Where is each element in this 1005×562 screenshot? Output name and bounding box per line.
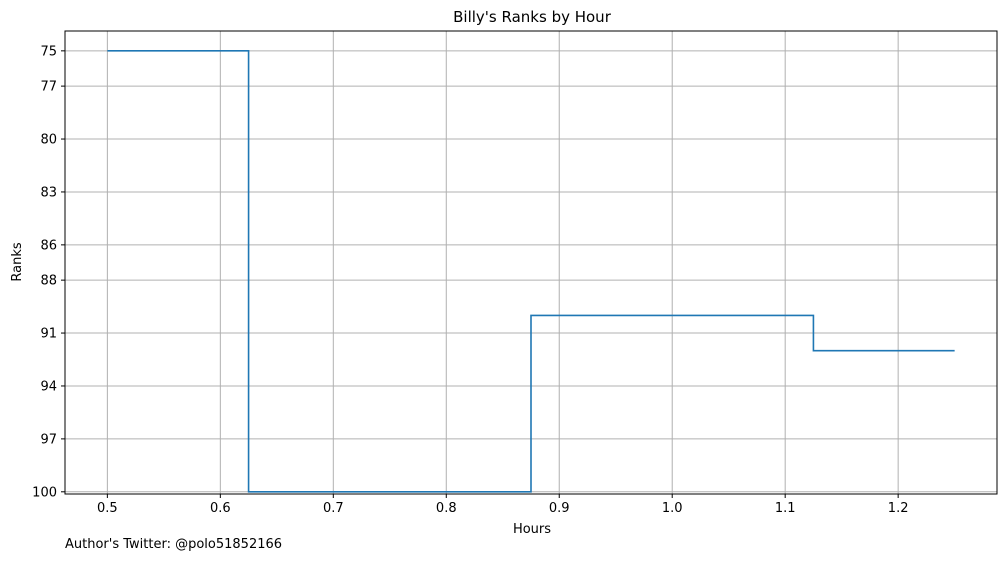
y-tick-label: 100: [32, 485, 57, 500]
series: [107, 50, 955, 493]
author-credit: Author's Twitter: @polo51852166: [65, 537, 283, 552]
y-tick-label: 77: [40, 80, 57, 95]
series-line-ranks: [107, 50, 955, 493]
y-tick-label: 97: [40, 432, 57, 447]
x-tick-label: 0.5: [97, 501, 118, 516]
y-ticks: 75 77 80 83 86 88 91 94 97 100: [32, 44, 65, 500]
x-tick-label: 1.2: [888, 501, 909, 516]
x-tick-label: 0.8: [436, 501, 457, 516]
y-tick-label: 94: [40, 379, 57, 394]
axes: [64, 30, 998, 495]
chart-title: Billy's Ranks by Hour: [453, 8, 612, 26]
y-tick-label: 91: [40, 327, 57, 342]
x-tick-label: 0.7: [323, 501, 344, 516]
y-tick-label: 83: [40, 185, 57, 200]
y-axis-label: Ranks: [10, 242, 25, 281]
y-tick-label: 88: [40, 274, 57, 289]
x-tick-label: 1.0: [662, 501, 683, 516]
x-tick-label: 0.9: [549, 501, 570, 516]
x-tick-label: 1.1: [775, 501, 796, 516]
y-tick-label: 80: [40, 133, 57, 148]
y-tick-label: 86: [40, 238, 57, 253]
x-tick-label: 0.6: [210, 501, 231, 516]
x-axis-label: Hours: [513, 522, 551, 537]
x-ticks: 0.5 0.6 0.7 0.8 0.9 1.0 1.1 1.2: [97, 494, 908, 516]
y-tick-label: 75: [40, 44, 57, 59]
plot-frame: [64, 30, 998, 495]
